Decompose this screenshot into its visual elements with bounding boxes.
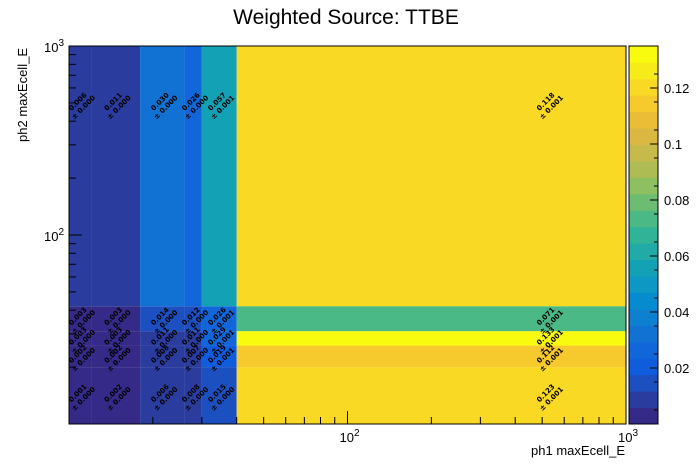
color-scale-swatch xyxy=(629,243,658,261)
color-scale-swatch xyxy=(629,177,658,195)
color-scale-swatch xyxy=(629,210,658,228)
heatmap-cell xyxy=(140,367,185,424)
x-axis-title: ph1 maxEcell_E xyxy=(531,443,625,458)
heatmap-cell xyxy=(236,306,626,332)
color-scale-swatch xyxy=(629,374,658,392)
color-scale-swatch xyxy=(629,391,658,408)
heatmap-cell xyxy=(91,331,141,346)
color-scale-swatch xyxy=(629,259,658,277)
y-axis-title: ph2 maxEcell_E xyxy=(15,48,30,142)
color-scale-tick-label: 0.12 xyxy=(664,81,689,96)
color-scale-swatch xyxy=(629,358,658,376)
color-scale-swatch xyxy=(629,128,658,146)
heatmap-cell xyxy=(91,306,141,332)
x-axis: 102 103 xyxy=(68,411,638,445)
heatmap-cell xyxy=(91,345,141,368)
color-scale-bar: 0.02 0.04 0.06 0.08 0.1 0.12 xyxy=(628,45,689,425)
color-scale-tick-label: 0.02 xyxy=(664,361,689,376)
heatmap-cell xyxy=(140,306,185,332)
heatmap-cell xyxy=(91,367,141,424)
heatmap-cell xyxy=(69,46,92,307)
heatmap-cell xyxy=(201,331,237,346)
x-tick-label: 102 xyxy=(339,428,359,445)
heatmap-cell xyxy=(184,46,202,307)
color-scale-tick-label: 0.06 xyxy=(664,249,689,264)
y-axis: 102 103 xyxy=(44,38,82,425)
heatmap-cell xyxy=(201,367,237,424)
heatmap-cell xyxy=(140,331,185,346)
heatmap-cell xyxy=(184,306,202,332)
color-scale-swatch xyxy=(629,226,658,244)
color-scale-tick-label: 0.1 xyxy=(664,137,682,152)
color-scale-swatch xyxy=(629,144,658,162)
heatmap-cell xyxy=(69,331,92,346)
x-tick-label: 103 xyxy=(618,428,638,445)
color-scale-swatch xyxy=(629,78,658,96)
chart-title: Weighted Source: TTBE xyxy=(233,6,459,29)
color-scale-swatch xyxy=(629,161,658,178)
heatmap-cell xyxy=(236,46,626,307)
color-scale-frame xyxy=(628,45,659,425)
color-scale-swatch xyxy=(629,276,658,293)
color-scale-tick-label: 0.08 xyxy=(664,193,689,208)
heatmap-cell xyxy=(201,46,237,307)
color-scale-swatch xyxy=(629,308,658,326)
heatmap-cell xyxy=(236,367,626,424)
heatmap-cell xyxy=(201,345,237,368)
color-scale-tick-label: 0.04 xyxy=(664,305,689,320)
heatmap-cell xyxy=(69,345,92,368)
color-scale-swatch xyxy=(629,46,658,63)
color-scale-swatch xyxy=(629,407,658,425)
y-tick-label: 103 xyxy=(44,38,64,55)
heatmap-cell xyxy=(236,331,626,346)
heatmap-cell xyxy=(184,345,202,368)
color-scale-swatch xyxy=(629,325,658,343)
color-scale-swatch xyxy=(629,193,658,211)
heatmap-cell xyxy=(236,345,626,368)
heatmap-cells xyxy=(69,46,626,424)
color-scale-swatch xyxy=(629,95,658,113)
heatmap-cell xyxy=(69,367,92,424)
y-tick-label: 102 xyxy=(44,227,64,244)
color-scale-swatch xyxy=(629,62,658,80)
heatmap-cell xyxy=(184,367,202,424)
heatmap-cell xyxy=(184,331,202,346)
color-scale-swatch xyxy=(629,111,658,129)
color-scale-swatch xyxy=(629,341,658,359)
heatmap-cell xyxy=(140,46,185,307)
heatmap-cell xyxy=(91,46,141,307)
heatmap-cell xyxy=(201,306,237,332)
color-scale-swatch xyxy=(629,292,658,310)
heatmap-cell xyxy=(140,345,185,368)
heatmap-cell xyxy=(69,306,92,332)
